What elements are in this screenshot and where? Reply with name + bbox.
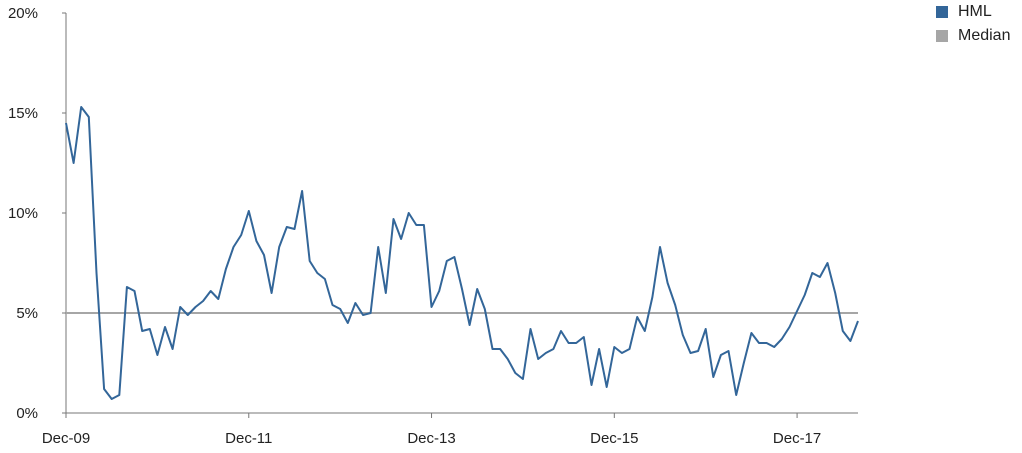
y-tick-label: 10%: [8, 205, 38, 222]
legend: HML Median: [936, 0, 1010, 48]
legend-label-hml: HML: [958, 3, 992, 20]
x-tick-label: Dec-11: [225, 430, 272, 447]
legend-label-median: Median: [958, 27, 1011, 44]
hml-line: [65, 106, 859, 400]
x-tick-label: Dec-15: [590, 430, 638, 447]
x-tick-label: Dec-09: [42, 430, 90, 447]
legend-item-median: Median: [936, 24, 1010, 48]
y-axis: 0% 5% 10% 15% 20%: [8, 5, 67, 422]
legend-item-hml: HML: [936, 0, 1010, 24]
x-axis: Dec-09 Dec-11 Dec-13 Dec-15 Dec-17: [42, 412, 858, 447]
y-tick-label: 0%: [16, 405, 38, 422]
hml-series: [65, 106, 859, 400]
x-tick-label: Dec-13: [407, 430, 455, 447]
legend-swatch-median: [936, 30, 948, 42]
y-tick-label: 15%: [8, 105, 38, 122]
legend-swatch-hml: [936, 6, 948, 18]
y-tick-label: 5%: [16, 305, 38, 322]
y-tick-label: 20%: [8, 5, 38, 22]
x-tick-label: Dec-17: [773, 430, 821, 447]
